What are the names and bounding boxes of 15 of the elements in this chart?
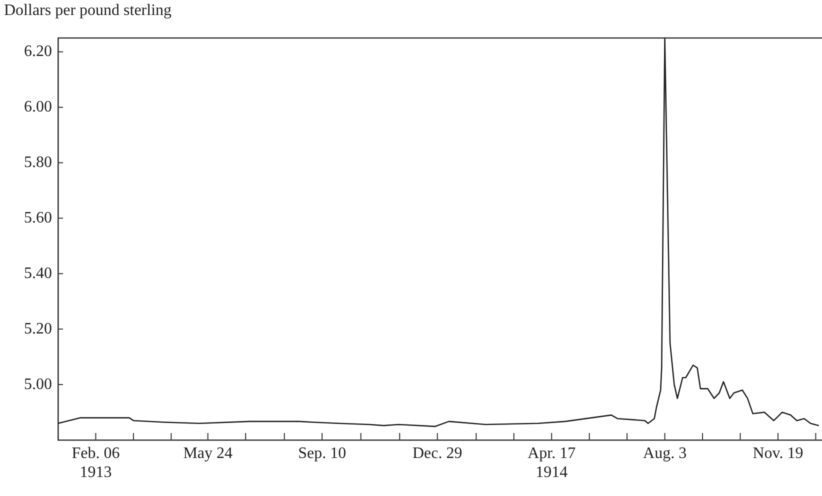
x-tick-label: May 24 <box>183 444 233 462</box>
y-axis-title: Dollars per pound sterling <box>4 2 172 20</box>
y-tick-label: 5.00 <box>24 376 52 393</box>
x-tick-label: Dec. 29 <box>412 444 462 462</box>
y-tick-label: 6.00 <box>24 98 52 116</box>
y-tick-label: 5.80 <box>24 154 52 171</box>
y-tick-label: 6.20 <box>24 43 52 60</box>
y-tick-label: 5.40 <box>24 264 52 282</box>
x-tick-label: Aug. 3 <box>643 444 687 462</box>
y-tick-label: 5.20 <box>24 320 52 338</box>
x-tick-label: Apr. 17 1914 <box>528 444 576 482</box>
x-tick-label: Feb. 06 1913 <box>72 444 120 482</box>
y-tick-label: 5.60 <box>24 209 52 226</box>
x-tick-label: Nov. 19 <box>752 444 804 462</box>
x-tick-label: Sep. 10 <box>298 444 346 462</box>
